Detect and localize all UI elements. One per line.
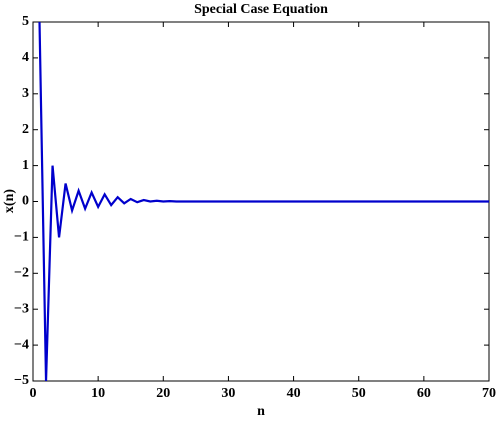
- x-tick-label: 20: [156, 386, 170, 401]
- x-tick-label: 0: [30, 386, 37, 401]
- y-tick-label: −5: [14, 373, 29, 388]
- y-tick-label: 2: [22, 122, 29, 137]
- y-tick-label: −4: [14, 337, 29, 352]
- y-tick-label: 5: [22, 14, 29, 29]
- y-tick-label: −3: [14, 301, 29, 316]
- data-line: [38, 22, 489, 381]
- y-tick-label: 0: [22, 194, 29, 209]
- y-tick-label: 1: [22, 158, 29, 173]
- y-tick-label: −2: [14, 266, 29, 281]
- x-tick-label: 40: [287, 386, 301, 401]
- y-axis-label: x(n): [2, 189, 17, 213]
- y-tick-label: −1: [14, 230, 29, 245]
- chart-title: Special Case Equation: [194, 2, 328, 17]
- x-axis-label: n: [257, 404, 265, 419]
- x-tick-label: 10: [91, 386, 105, 401]
- x-tick-label: 70: [482, 386, 496, 401]
- x-tick-label: 60: [417, 386, 431, 401]
- x-tick-label: 50: [352, 386, 366, 401]
- y-tick-label: 3: [22, 86, 29, 101]
- x-tick-label: 30: [221, 386, 235, 401]
- y-tick-label: 4: [22, 50, 29, 65]
